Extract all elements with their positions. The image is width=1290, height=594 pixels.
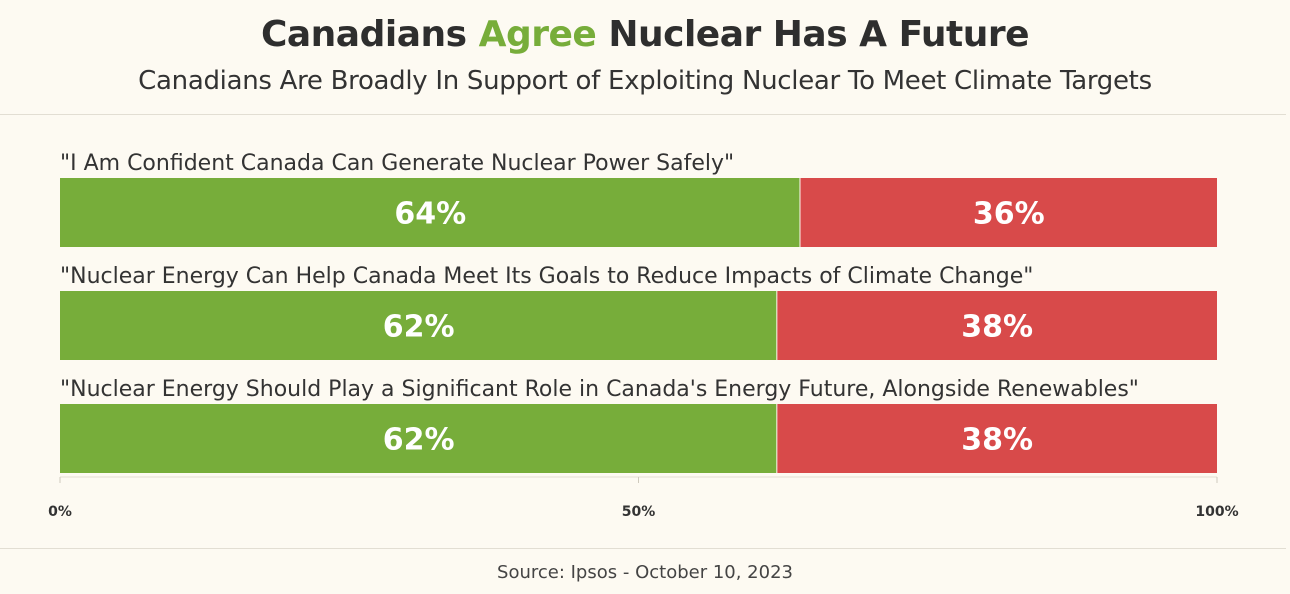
chart-subtitle: Canadians Are Broadly In Support of Expl…	[138, 66, 1152, 96]
source-note: Source: Ipsos - October 10, 2023	[497, 562, 793, 583]
title-part-2: Nuclear Has A Future	[596, 14, 1030, 55]
data-label-disagree: 36%	[973, 197, 1045, 232]
title-part-1: Canadians	[260, 14, 479, 55]
title-accent: Agree	[478, 14, 597, 55]
data-label-disagree: 38%	[961, 310, 1033, 345]
data-label-agree: 62%	[383, 423, 455, 458]
bar-category-label: "Nuclear Energy Should Play a Significan…	[60, 377, 1139, 402]
x-tick-label: 50%	[622, 504, 656, 520]
bar-segment-disagree	[800, 178, 1217, 247]
bar-category-label: "I Am Confident Canada Can Generate Nucl…	[60, 151, 734, 176]
bar-segment-agree	[60, 291, 777, 360]
x-tick-label: 0%	[48, 504, 72, 520]
top-divider	[0, 114, 1286, 115]
bottom-divider	[0, 548, 1286, 549]
stacked-bar-chart: "I Am Confident Canada Can Generate Nucl…	[48, 151, 1239, 520]
bar-segment-disagree	[777, 291, 1217, 360]
bar-segment-agree	[60, 178, 800, 247]
chart-title: Canadians Agree Nuclear Has A Future	[0, 14, 1290, 55]
bar-segment-disagree	[777, 404, 1217, 473]
x-tick-label: 100%	[1195, 504, 1238, 520]
data-label-disagree: 38%	[961, 423, 1033, 458]
data-label-agree: 64%	[394, 197, 466, 232]
bar-segment-agree	[60, 404, 777, 473]
data-label-agree: 62%	[383, 310, 455, 345]
bar-category-label: "Nuclear Energy Can Help Canada Meet Its…	[60, 264, 1033, 289]
